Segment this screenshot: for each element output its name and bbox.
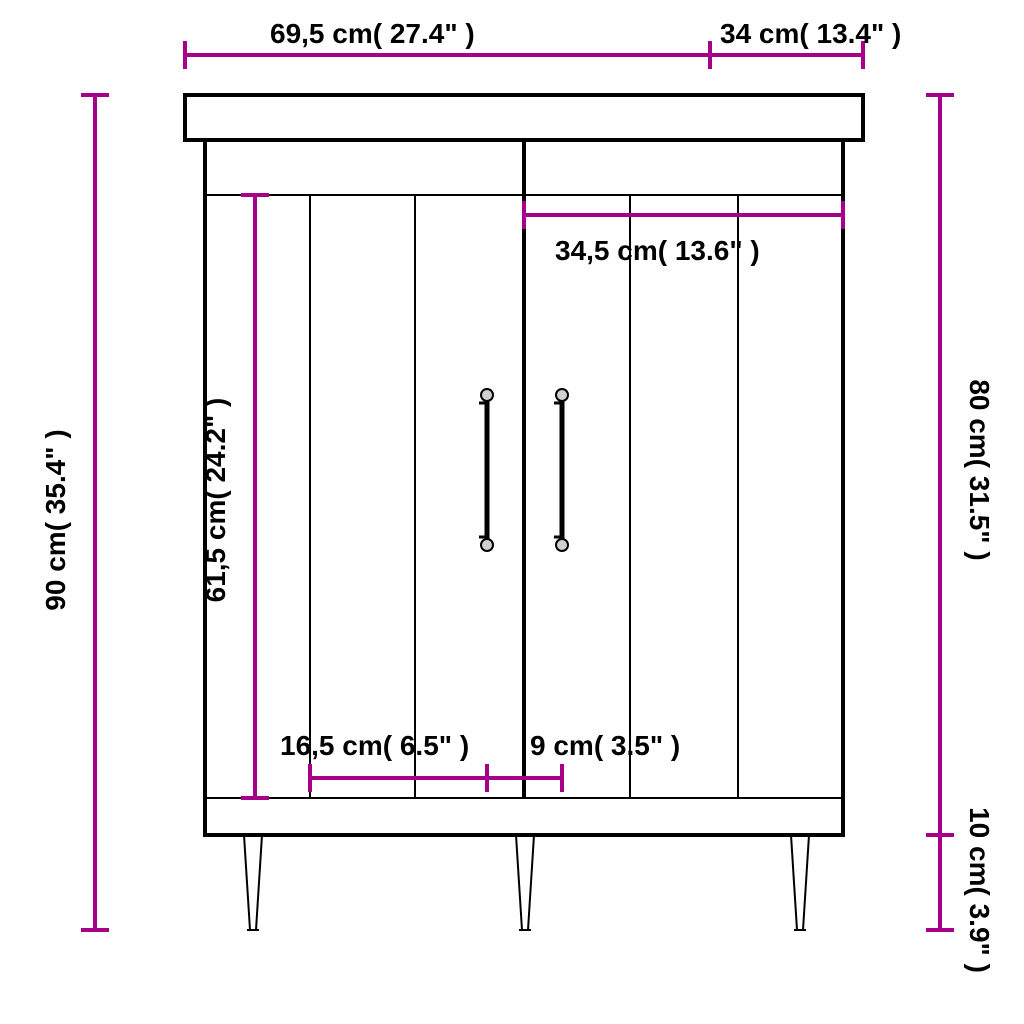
cabinet-leg [791,835,809,930]
dimension-label: 80 cm( 31.5" ) [964,379,995,560]
door-handle [554,389,568,551]
dimension-label: 10 cm( 3.9" ) [964,807,995,973]
door-handle [479,389,493,551]
dimension-horizontal: 34,5 cm( 13.6" ) [524,201,843,266]
dimension-label: 34 cm( 13.4" ) [720,18,901,49]
dimension-horizontal: 9 cm( 3.5" ) [487,730,680,792]
dimension-horizontal: 16,5 cm( 6.5" ) [280,730,487,792]
dimension-label: 9 cm( 3.5" ) [530,730,680,761]
cabinet-leg [516,835,534,930]
dimension-horizontal: 34 cm( 13.4" ) [710,18,901,69]
dimension-vertical: 80 cm( 31.5" ) [926,95,995,835]
dimension-label: 16,5 cm( 6.5" ) [280,730,469,761]
dimension-vertical: 90 cm( 35.4" ) [40,95,109,930]
cabinet-dimension-diagram: 69,5 cm( 27.4" ) 34 cm( 13.4" ) 90 cm( 35.… [0,0,1024,1024]
dimension-vertical: 10 cm( 3.9" ) [926,807,995,973]
dimension-label: 34,5 cm( 13.6" ) [555,235,760,266]
dimension-vertical: 61,5 cm( 24.2" ) [200,195,269,798]
cabinet-leg [244,835,262,930]
dimension-label: 69,5 cm( 27.4" ) [270,18,475,49]
dimension-label: 61,5 cm( 24.2" ) [200,398,231,603]
dimension-annotations: 69,5 cm( 27.4" ) 34 cm( 13.4" ) 90 cm( 35.… [40,18,995,973]
dimension-label: 90 cm( 35.4" ) [40,429,71,610]
dimension-horizontal: 69,5 cm( 27.4" ) [185,18,710,69]
